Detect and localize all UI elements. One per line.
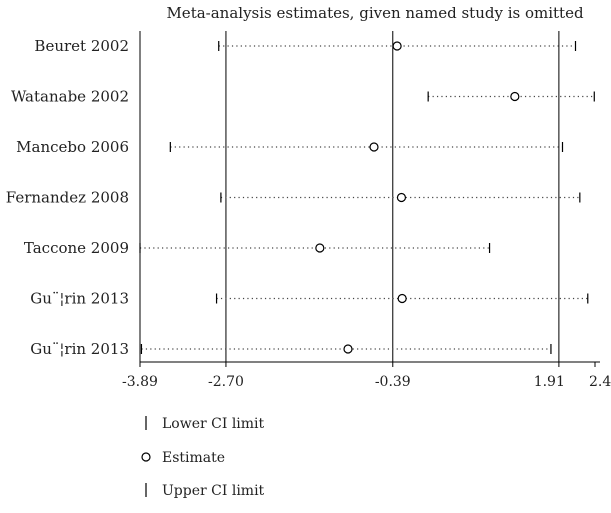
study-label-2: Mancebo 2006 <box>16 138 129 156</box>
x-tick-label-4: 2.41 <box>589 374 611 390</box>
legend-label-1: Estimate <box>162 450 225 466</box>
study-label-5: Gu¨¦rin 2013 <box>30 290 129 308</box>
study-rows: Beuret 2002 Watanabe 2002 Mancebo 2006 Fern… <box>6 37 595 358</box>
estimate-point-4 <box>315 243 325 253</box>
reference-lines <box>225 31 560 362</box>
estimate-point-1 <box>510 91 520 102</box>
x-tick-label-1: -2.70 <box>208 374 244 390</box>
estimate-point-0 <box>392 41 402 51</box>
study-label-1: Watanabe 2002 <box>11 88 129 106</box>
estimate-point-3 <box>396 192 407 203</box>
x-tick-label-2: -0.39 <box>375 374 411 390</box>
x-tick-label-0: -3.89 <box>122 374 158 390</box>
estimate-point-2 <box>369 142 379 152</box>
estimate-point-5 <box>397 293 407 304</box>
estimate-point-6 <box>343 344 353 354</box>
chart-title: Meta-analysis estimates, given named stu… <box>166 4 583 22</box>
legend-label-2: Upper CI limit <box>162 483 265 499</box>
legend: Lower CI limit Estimate Upper CI limit <box>141 416 265 499</box>
study-label-0: Beuret 2002 <box>34 37 129 55</box>
study-label-6: Gu¨¦rin 2013 <box>30 340 129 358</box>
study-label-3: Fernandez 2008 <box>6 189 129 207</box>
legend-symbol-1 <box>141 452 151 462</box>
study-label-4: Taccone 2009 <box>24 239 129 257</box>
legend-label-0: Lower CI limit <box>162 416 265 432</box>
x-axis-ticks: -3.89 -2.70 -0.39 1.91 2.41 <box>122 362 611 390</box>
x-tick-label-3: 1.91 <box>534 374 565 390</box>
